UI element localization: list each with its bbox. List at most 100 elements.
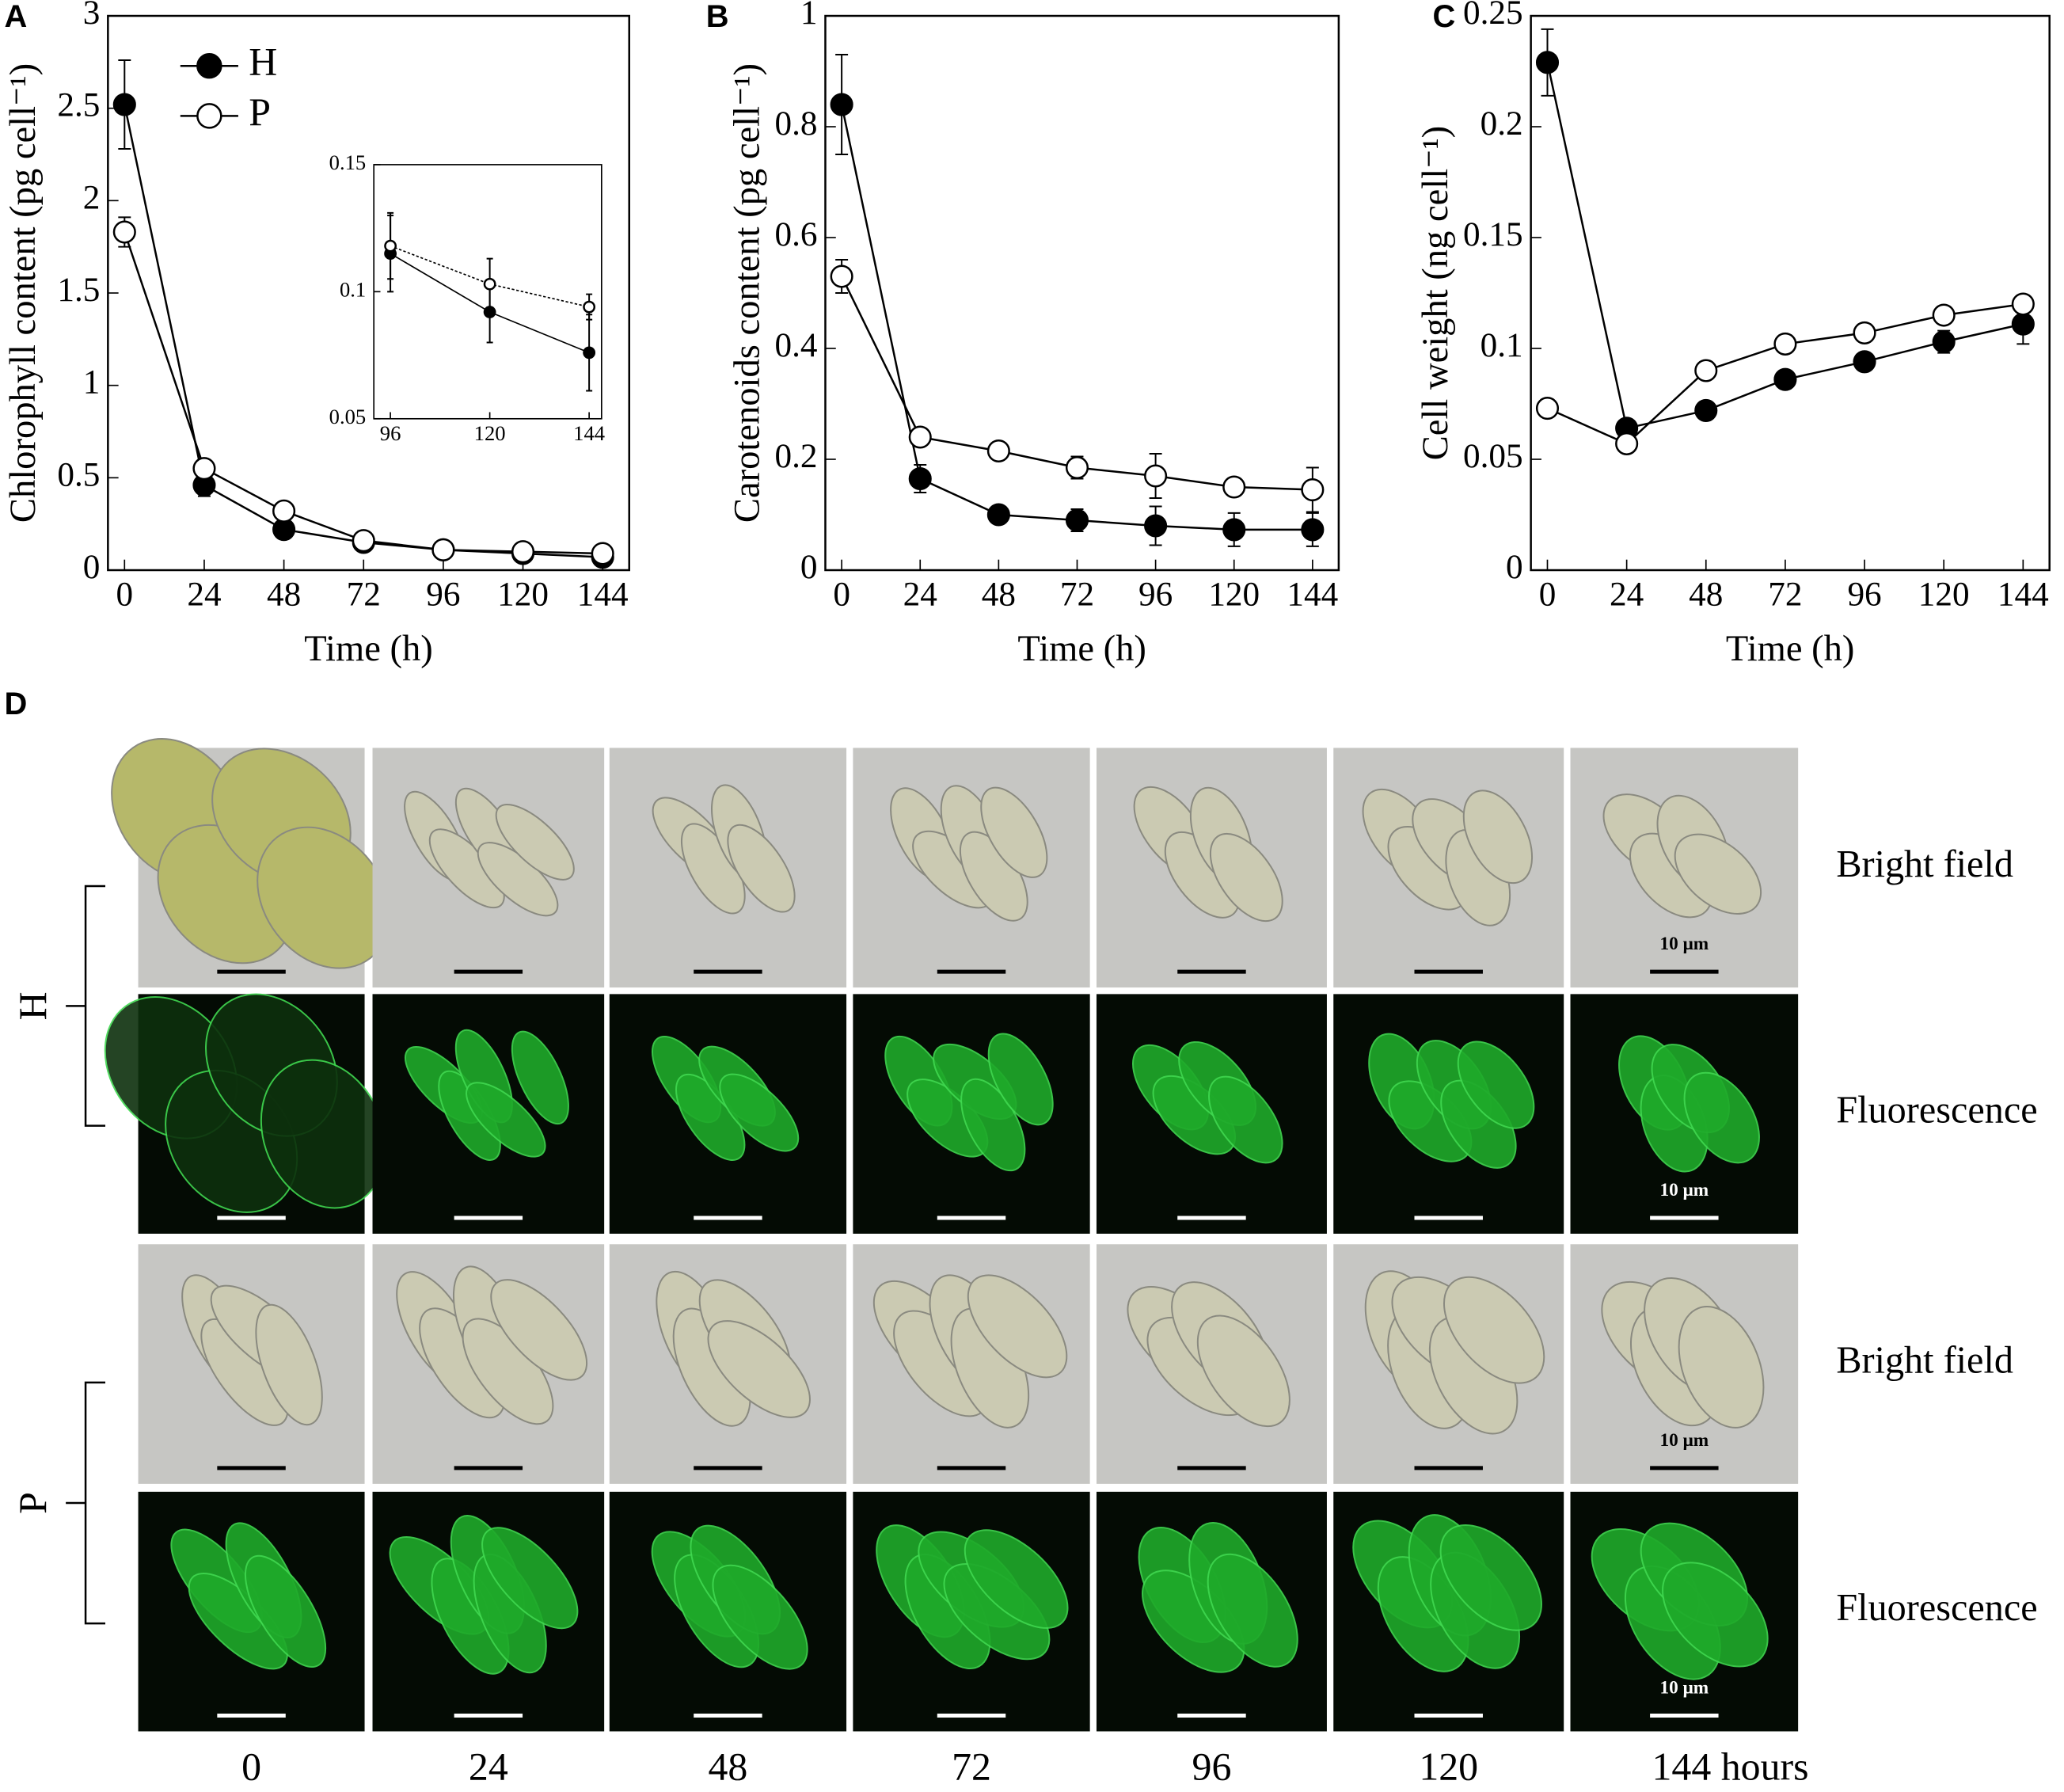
y-tick-label: 0.05 bbox=[329, 405, 367, 428]
marker bbox=[1222, 475, 1246, 499]
marker bbox=[1773, 332, 1797, 356]
x-tick-label: 120 bbox=[474, 421, 506, 445]
y-tick-label: 0.6 bbox=[774, 215, 817, 253]
y-axis-title: Carotenoids content (pg cell⁻¹) bbox=[727, 63, 767, 523]
y-tick-label: 2 bbox=[83, 178, 101, 216]
cell bbox=[1207, 1553, 1298, 1668]
marker bbox=[908, 425, 932, 449]
legend-marker bbox=[196, 53, 222, 79]
x-axis-title: Time (h) bbox=[304, 629, 433, 669]
marker bbox=[1535, 51, 1560, 74]
cell bbox=[1209, 832, 1283, 923]
marker bbox=[1065, 455, 1089, 480]
time-label: 72 bbox=[952, 1745, 991, 1789]
marker bbox=[583, 300, 596, 314]
x-tick-label: 48 bbox=[982, 576, 1016, 614]
marker bbox=[1144, 464, 1168, 488]
x-tick-label: 48 bbox=[267, 576, 301, 614]
marker bbox=[1853, 321, 1876, 344]
cell bbox=[1678, 1306, 1765, 1429]
y-tick-label: 0.2 bbox=[774, 437, 817, 475]
scale-bar-label: 10 μm bbox=[1660, 1180, 1709, 1200]
marker bbox=[1301, 518, 1325, 542]
cell bbox=[255, 1303, 323, 1426]
marker bbox=[1535, 397, 1560, 420]
row-label: Fluorescence bbox=[1836, 1090, 2037, 1132]
scale-bar-label: 10 μm bbox=[1660, 934, 1709, 954]
y-axis-title: Chlorophyll content (pg cell⁻¹) bbox=[3, 63, 44, 523]
cell bbox=[257, 826, 391, 969]
scale-bar-label: 10 μm bbox=[1660, 1430, 1709, 1451]
cell bbox=[495, 804, 575, 881]
marker bbox=[352, 529, 375, 553]
cell bbox=[707, 1320, 811, 1418]
y-tick-label: 0.8 bbox=[774, 105, 817, 143]
time-label: 144 hours bbox=[1652, 1745, 1808, 1789]
cell bbox=[967, 1274, 1068, 1379]
x-tick-label: 24 bbox=[1610, 576, 1644, 614]
y-tick-label: 0 bbox=[800, 548, 818, 586]
marker bbox=[192, 457, 216, 481]
legend-marker bbox=[196, 103, 222, 129]
group-label: H bbox=[11, 991, 55, 1020]
plot-frame bbox=[824, 14, 1340, 572]
time-label: 120 bbox=[1419, 1745, 1478, 1789]
x-tick-label: 0 bbox=[833, 576, 850, 614]
cell bbox=[244, 1554, 327, 1668]
row-label: Fluorescence bbox=[1836, 1587, 2037, 1629]
panel-label: C bbox=[1432, 0, 1455, 34]
marker bbox=[583, 346, 596, 360]
y-tick-label: 1.5 bbox=[57, 271, 100, 309]
group-brace bbox=[66, 1381, 106, 1625]
marker bbox=[2011, 292, 2035, 316]
marker bbox=[1694, 398, 1718, 422]
marker bbox=[1615, 432, 1639, 455]
x-tick-label: 72 bbox=[1060, 576, 1094, 614]
x-tick-label: 24 bbox=[187, 576, 221, 614]
y-tick-label: 0 bbox=[83, 548, 101, 586]
x-axis-title: Time (h) bbox=[1017, 629, 1146, 669]
row-label: Bright field bbox=[1836, 1340, 2013, 1382]
cell bbox=[1662, 1562, 1769, 1668]
cell bbox=[712, 1564, 808, 1670]
x-tick-label: 144 bbox=[1997, 576, 2049, 614]
y-tick-label: 0.15 bbox=[329, 150, 367, 174]
marker bbox=[511, 540, 535, 564]
cell bbox=[719, 1073, 800, 1152]
cell bbox=[960, 1078, 1026, 1172]
group-brace bbox=[66, 885, 106, 1127]
x-tick-label: 0 bbox=[1539, 576, 1557, 614]
y-tick-label: 3 bbox=[83, 0, 101, 32]
scale-bar-label: 10 μm bbox=[1660, 1678, 1709, 1699]
cell bbox=[987, 1033, 1054, 1126]
marker bbox=[1773, 367, 1797, 391]
y-axis-title: Cell weight (ng cell⁻¹) bbox=[1416, 126, 1456, 460]
marker bbox=[986, 503, 1010, 527]
x-tick-label: 144 bbox=[1287, 576, 1338, 614]
cell bbox=[727, 824, 796, 913]
x-tick-label: 144 bbox=[573, 421, 605, 445]
cell bbox=[1208, 1075, 1283, 1164]
cell bbox=[1443, 1276, 1545, 1384]
marker bbox=[1932, 330, 1956, 354]
legend-label: H bbox=[249, 40, 277, 84]
time-label: 24 bbox=[469, 1745, 508, 1789]
panel-label: D bbox=[5, 687, 28, 721]
plot-frame bbox=[1530, 14, 2051, 572]
group-label: P bbox=[11, 1492, 55, 1514]
marker bbox=[1694, 359, 1718, 382]
cell bbox=[511, 1030, 569, 1125]
y-tick-label: 0.15 bbox=[1463, 215, 1523, 253]
panel-label: A bbox=[5, 0, 28, 34]
x-tick-label: 48 bbox=[1689, 576, 1723, 614]
cell bbox=[1196, 1315, 1290, 1428]
legend-label: P bbox=[249, 90, 271, 134]
x-tick-label: 96 bbox=[1138, 576, 1173, 614]
marker bbox=[1065, 508, 1089, 532]
x-tick-label: 96 bbox=[426, 576, 460, 614]
marker bbox=[431, 538, 455, 561]
row-label: Bright field bbox=[1836, 843, 2013, 885]
y-tick-label: 1 bbox=[800, 0, 818, 32]
marker bbox=[483, 277, 496, 291]
time-label: 48 bbox=[709, 1745, 748, 1789]
